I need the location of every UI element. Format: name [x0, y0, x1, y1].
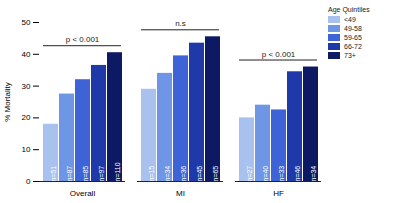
svg-text:0: 0: [26, 177, 31, 186]
svg-text:20: 20: [22, 113, 31, 122]
svg-text:n=36: n=36: [180, 166, 187, 182]
svg-text:n=33: n=33: [278, 166, 285, 182]
svg-text:n=15: n=15: [148, 166, 155, 182]
svg-text:n=65: n=65: [212, 166, 219, 182]
svg-text:n=85: n=85: [82, 166, 89, 182]
svg-text:10: 10: [22, 145, 31, 154]
html-text:Age Quintiles: Age Quintiles: [328, 6, 370, 13]
svg-text:Overall: Overall: [70, 189, 96, 198]
svg-text:n=87: n=87: [66, 166, 73, 182]
svg-text:30: 30: [22, 82, 31, 91]
html-text:66-72: 66-72: [344, 43, 362, 50]
svg-text:% Mortality: % Mortality: [3, 82, 12, 122]
svg-text:n=51: n=51: [50, 166, 57, 182]
html-text:73+: 73+: [344, 52, 356, 59]
svg-text:50: 50: [22, 18, 31, 27]
svg-text:n.s: n.s: [175, 19, 186, 28]
svg-text:n=46: n=46: [294, 166, 301, 182]
svg-text:p < 0.001: p < 0.001: [66, 35, 100, 44]
html-text:59-65: 59-65: [344, 34, 362, 41]
svg-text:n=34: n=34: [164, 166, 171, 182]
svg-text:40: 40: [22, 50, 31, 59]
svg-text:MI: MI: [176, 189, 185, 198]
svg-text:n=45: n=45: [196, 166, 203, 182]
svg-text:n=27: n=27: [246, 166, 253, 182]
svg-text:n=110: n=110: [114, 162, 121, 181]
svg-text:p < 0.001: p < 0.001: [262, 50, 296, 59]
svg-text:n=34: n=34: [310, 166, 317, 182]
svg-text:n=40: n=40: [262, 166, 269, 182]
html-text:<49: <49: [344, 16, 356, 23]
svg-text:n=97: n=97: [98, 166, 105, 182]
svg-text:HF: HF: [273, 189, 284, 198]
html-text:49-58: 49-58: [344, 25, 362, 32]
